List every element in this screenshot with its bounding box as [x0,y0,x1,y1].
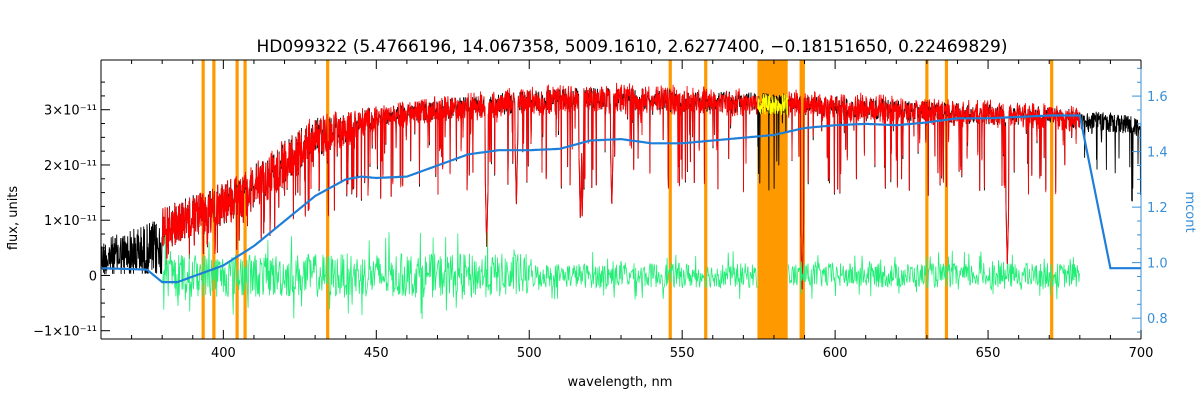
x-axis-title: wavelength, nm [568,375,673,390]
x-tick-label: 400 [211,346,236,361]
masked-line-band [326,60,330,339]
y2-tick-label: 1.2 [1147,201,1168,216]
continuum-line [100,114,1141,284]
x-tick-label: 500 [517,346,542,361]
residual-series [161,232,1080,320]
residual-line [161,232,1080,320]
masked-line-band [1050,60,1054,339]
y-axis-title: flux, units [6,186,21,251]
masked-line-band [944,60,949,339]
model-flux-line [161,82,1081,290]
masked-flux-line [757,93,789,116]
x-tick-label: 450 [364,346,389,361]
y2-tick-label: 1.6 [1147,90,1168,105]
model-flux-series [161,82,1081,290]
continuum-series [100,114,1141,284]
y-tick-label: 0 [89,269,97,284]
y-tick-label: 1×10⁻¹¹ [44,214,97,229]
x-tick-label: 700 [1129,346,1154,361]
y2-axis-title: mcont [1182,191,1197,232]
x-tick-label: 550 [670,346,695,361]
masked-line-band [925,60,929,339]
y2-tick-label: 1.0 [1147,257,1168,272]
x-tick-label: 600 [823,346,848,361]
chart-title: HD099322 (5.4766196, 14.067358, 5009.161… [257,37,1008,57]
masked-line-band [668,60,672,339]
masked-line-band [243,60,247,339]
y2-tick-label: 0.8 [1147,312,1168,327]
y2-tick-label: 1.4 [1147,146,1168,161]
y-tick-label: 2×10⁻¹¹ [44,159,97,174]
y-tick-label: 3×10⁻¹¹ [44,104,97,119]
x-tick-label: 650 [976,346,1001,361]
masked-line-band [704,60,708,339]
y-tick-label: −1×10⁻¹¹ [33,325,97,340]
axes: 400 450 500 550 600 650 700 −1×10⁻¹¹ 0 1×10⁻¹¹ 2×1… [33,59,1168,361]
